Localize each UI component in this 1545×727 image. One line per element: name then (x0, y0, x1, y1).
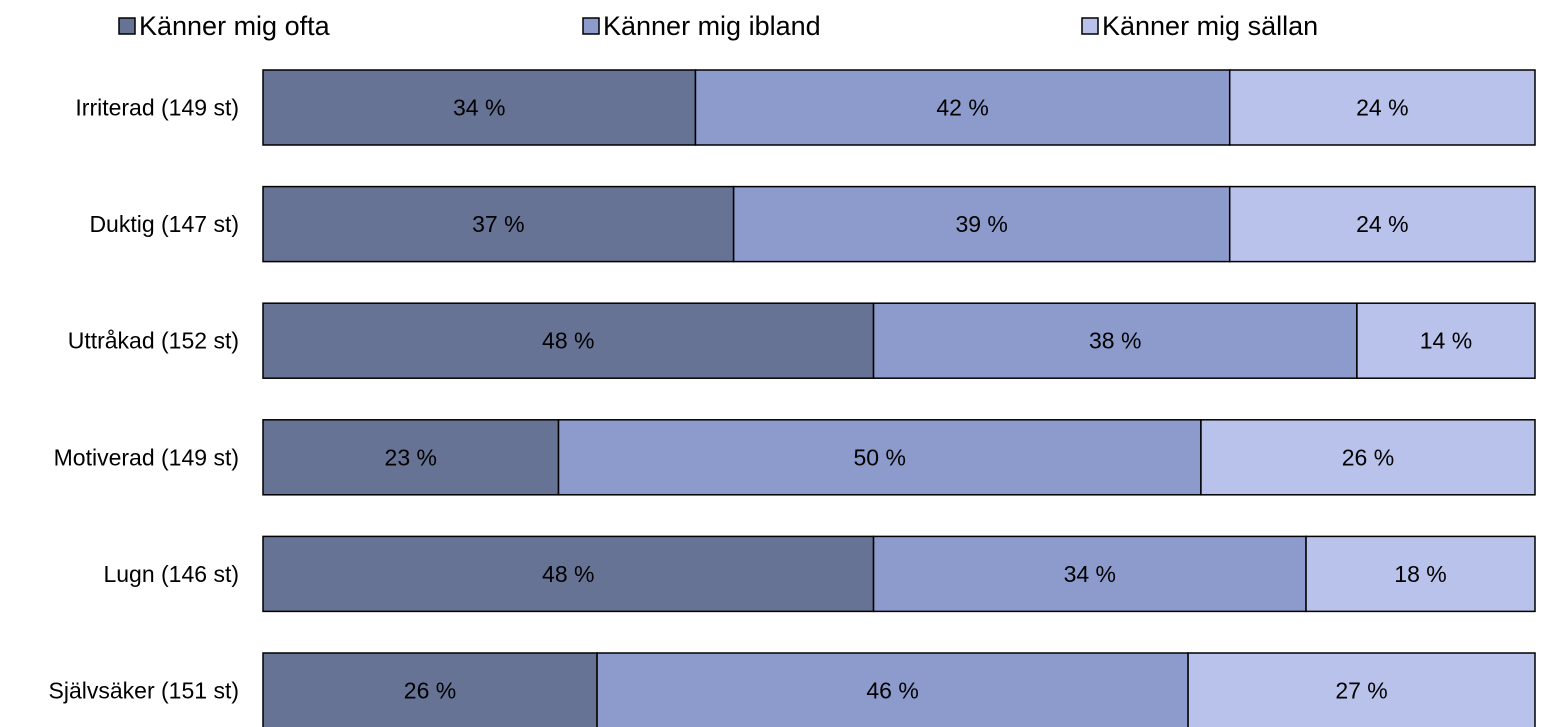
legend-item-1: Känner mig ofta (118, 11, 331, 41)
category-label: Irriterad (149 st) (75, 95, 239, 121)
data-label: 23 % (385, 444, 437, 470)
bar-segment (872, 535, 1307, 613)
bar-row: Uttråkad (152 st) 48 % 38 % 14 % (68, 302, 1536, 379)
legend-label: Känner mig ibland (603, 11, 821, 41)
bar-segment (262, 652, 598, 727)
data-label: 26 % (404, 678, 456, 704)
data-label: 24 % (1356, 95, 1408, 121)
bar-segment (694, 69, 1231, 146)
bar-segment (262, 185, 735, 263)
bar-segment (1228, 185, 1536, 263)
data-label: 50 % (854, 444, 906, 470)
bar-segment (872, 302, 1358, 379)
data-label: 39 % (955, 211, 1007, 237)
bar-row: Lugn (146 st) 48 % 34 % 18 % (103, 535, 1536, 613)
data-label: 27 % (1335, 678, 1387, 704)
category-label: Självsäker (151 st) (49, 678, 239, 704)
data-label: 34 % (453, 95, 505, 121)
data-label: 34 % (1064, 561, 1116, 587)
legend-label: Känner mig ofta (139, 11, 331, 41)
legend-swatch (582, 17, 600, 35)
bar-segment (1187, 652, 1536, 727)
data-label: 14 % (1420, 328, 1472, 354)
legend-item-3: Känner mig sällan (1081, 11, 1318, 41)
chart-legend: Känner mig ofta Känner mig ibland Känner m… (118, 11, 1318, 41)
legend-label: Känner mig sällan (1102, 11, 1318, 41)
bar-segment (1305, 535, 1536, 613)
bar-segment (262, 535, 875, 613)
data-label: 37 % (472, 211, 524, 237)
category-label: Lugn (146 st) (103, 561, 239, 587)
legend-swatch (118, 17, 136, 35)
data-label: 24 % (1356, 211, 1408, 237)
category-label: Motiverad (149 st) (54, 444, 239, 470)
legend-item-2: Känner mig ibland (582, 11, 821, 41)
legend-swatch (1081, 17, 1099, 35)
data-label: 48 % (542, 561, 594, 587)
bar-segment (262, 419, 560, 496)
bar-segment (1228, 69, 1536, 146)
data-label: 42 % (936, 95, 988, 121)
category-label: Duktig (147 st) (89, 211, 239, 237)
data-label: 38 % (1089, 328, 1141, 354)
data-label: 46 % (866, 678, 918, 704)
bar-row: Självsäker (151 st) 26 % 46 % 27 % (49, 652, 1536, 727)
bar-segment (732, 185, 1231, 263)
category-label: Uttråkad (152 st) (68, 328, 239, 354)
bar-segment (262, 69, 697, 146)
bar-row: Duktig (147 st) 37 % 39 % 24 % (89, 185, 1536, 263)
bar-row: Motiverad (149 st) 23 % 50 % 26 % (54, 419, 1536, 496)
bar-segment (1356, 302, 1536, 379)
bar-row: Irriterad (149 st) 34 % 42 % 24 % (75, 69, 1536, 146)
data-label: 26 % (1342, 444, 1394, 470)
bars-area: Irriterad (149 st) 34 % 42 % 24 %Duktig (14… (49, 69, 1536, 727)
bar-segment (1200, 419, 1536, 496)
bar-segment (262, 302, 875, 379)
data-label: 48 % (542, 328, 594, 354)
data-label: 18 % (1394, 561, 1446, 587)
